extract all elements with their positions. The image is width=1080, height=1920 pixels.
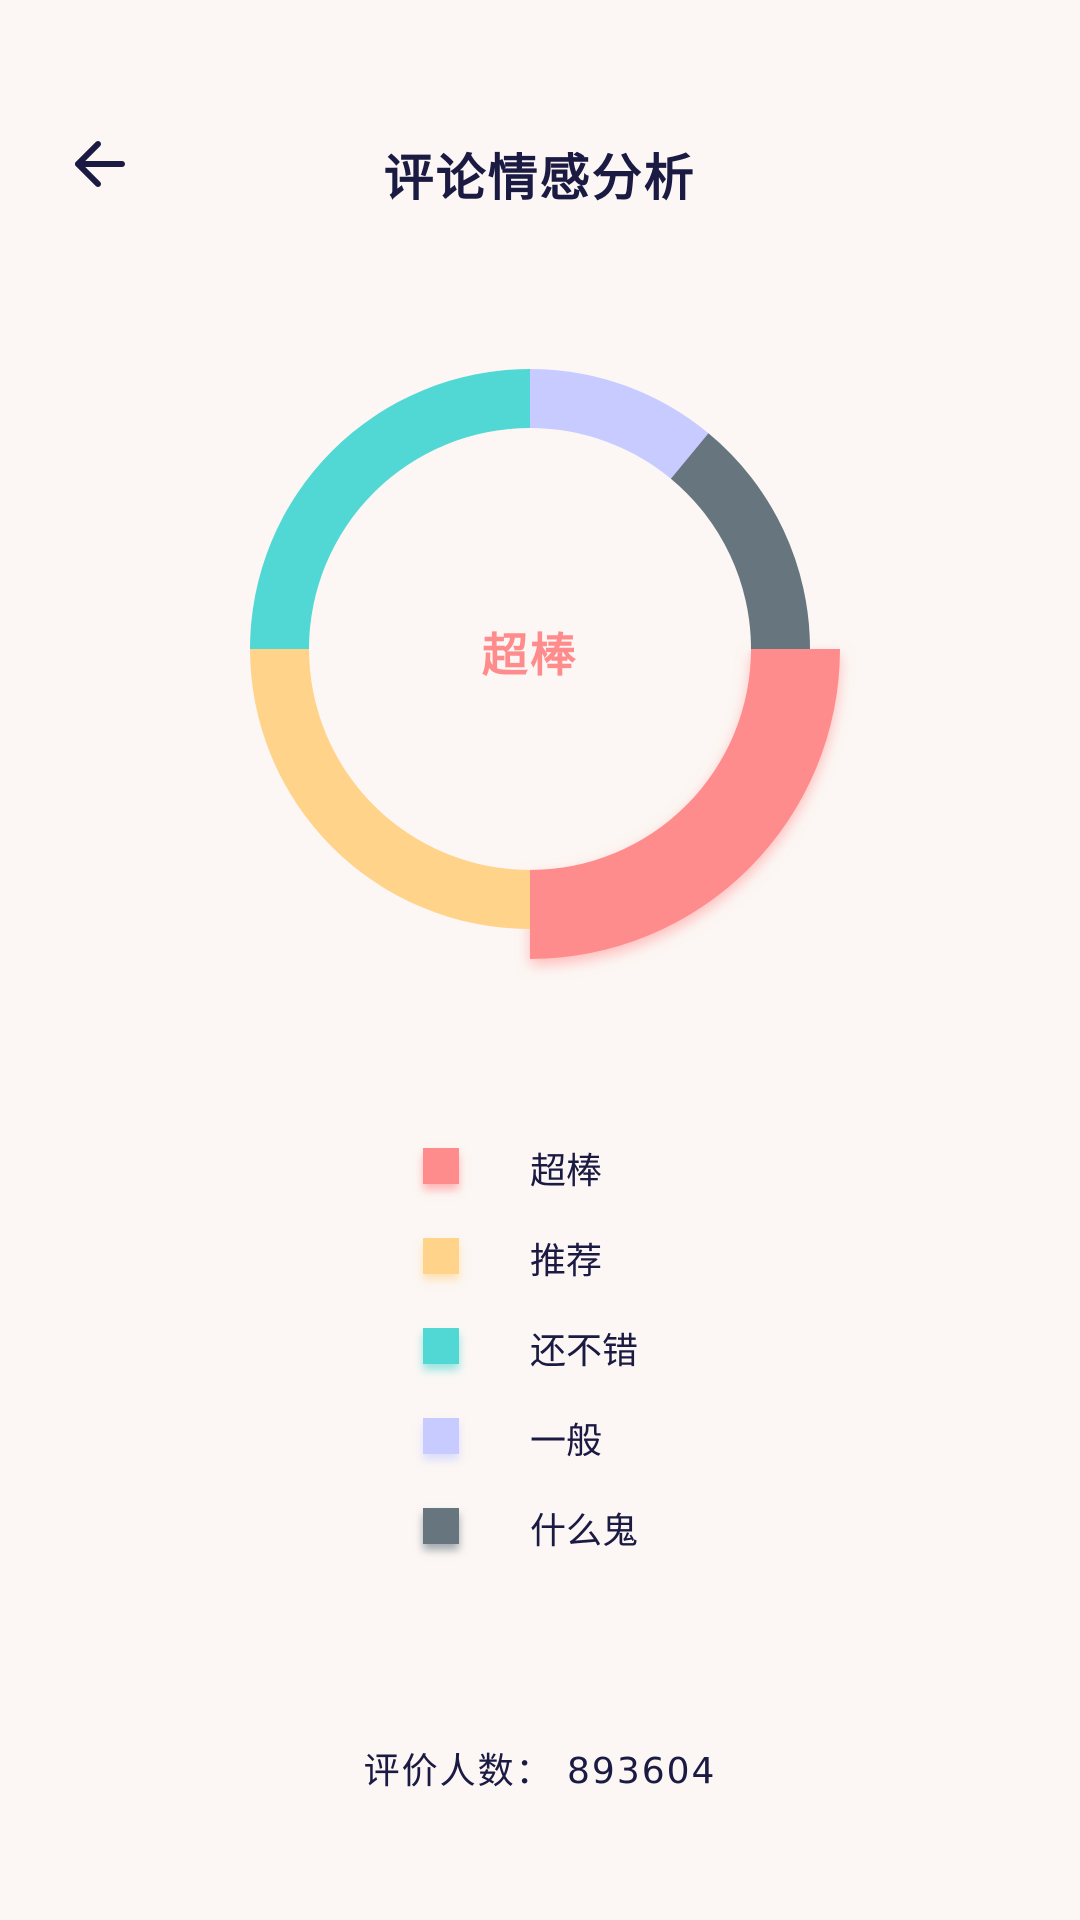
legend-label: 超棒 bbox=[530, 1151, 603, 1192]
legend-label: 还不错 bbox=[530, 1331, 639, 1372]
legend-label: 什么鬼 bbox=[530, 1511, 639, 1552]
legend-item[interactable]: 超棒 bbox=[420, 1130, 820, 1220]
legend-label: 推荐 bbox=[530, 1241, 603, 1282]
legend-item[interactable]: 什么鬼 bbox=[420, 1490, 820, 1580]
donut-segment-5[interactable] bbox=[670, 433, 810, 649]
legend-item[interactable]: 一般 bbox=[420, 1400, 820, 1490]
donut-segment-1[interactable] bbox=[530, 649, 840, 959]
legend-label: 一般 bbox=[530, 1421, 603, 1462]
legend: 超棒推荐还不错一般什么鬼 bbox=[420, 1130, 820, 1580]
legend-swatch bbox=[423, 1418, 459, 1454]
legend-swatch bbox=[423, 1508, 459, 1544]
legend-swatch bbox=[423, 1328, 459, 1364]
arrow-left-icon bbox=[75, 141, 125, 187]
donut-segment-2[interactable] bbox=[250, 649, 530, 929]
page-title: 评论情感分析 bbox=[384, 149, 696, 207]
donut-segment-4[interactable] bbox=[530, 369, 709, 479]
donut-svg bbox=[250, 369, 840, 959]
donut-chart: 超棒 bbox=[190, 340, 890, 1000]
reviewer-count: 评价人数： 893604 bbox=[363, 1751, 717, 1792]
center-label: 超棒 bbox=[482, 628, 578, 682]
header: 评论情感分析 bbox=[0, 0, 1080, 240]
legend-item[interactable]: 推荐 bbox=[420, 1220, 820, 1310]
legend-swatch bbox=[423, 1148, 459, 1184]
legend-swatch bbox=[423, 1238, 459, 1274]
legend-item[interactable]: 还不错 bbox=[420, 1310, 820, 1400]
donut-segment-3[interactable] bbox=[250, 369, 530, 649]
back-button[interactable] bbox=[68, 132, 132, 196]
